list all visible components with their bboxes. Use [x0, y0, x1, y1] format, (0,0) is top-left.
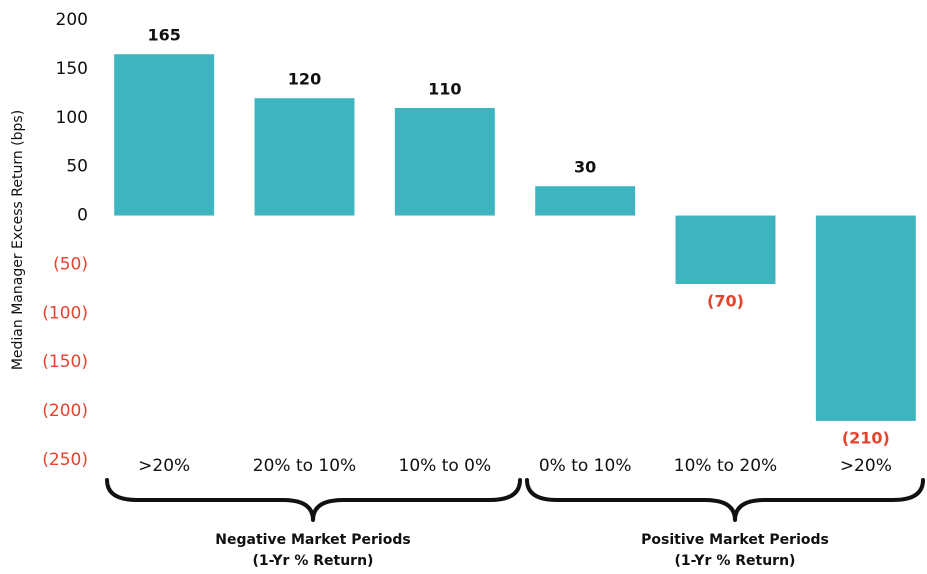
group-sublabel: (1-Yr % Return)	[253, 553, 374, 569]
y-tick-label: (50)	[53, 254, 88, 274]
x-tick-label: 10% to 0%	[399, 456, 492, 476]
value-label: 120	[288, 70, 321, 89]
bar	[535, 186, 636, 216]
x-tick-label: 20% to 10%	[253, 456, 356, 476]
value-label: (210)	[842, 428, 890, 447]
value-label: 110	[428, 80, 461, 99]
y-tick-label: (100)	[42, 303, 88, 323]
bar	[394, 108, 495, 216]
y-tick-label: (200)	[42, 401, 88, 421]
y-tick-label: (250)	[42, 450, 88, 470]
x-tick-label: >20%	[840, 456, 892, 476]
value-label: 30	[574, 158, 596, 177]
bar	[815, 215, 916, 421]
y-tick-label: 200	[56, 10, 88, 30]
value-label: (70)	[707, 292, 744, 311]
x-tick-label: 10% to 20%	[674, 456, 777, 476]
group-label: Positive Market Periods	[641, 532, 829, 548]
y-axis-label: Median Manager Excess Return (bps)	[10, 110, 26, 370]
bar	[114, 54, 215, 216]
y-tick-label: 100	[56, 108, 88, 128]
group-label: Negative Market Periods	[215, 532, 410, 548]
bar	[675, 215, 776, 284]
x-tick-label: 0% to 10%	[539, 456, 632, 476]
y-tick-label: (150)	[42, 352, 88, 372]
y-tick-label: 150	[56, 59, 88, 79]
y-tick-label: 0	[77, 206, 88, 226]
bar	[254, 98, 355, 216]
group-brace	[105, 478, 522, 522]
value-label: 165	[147, 26, 180, 45]
group-sublabel: (1-Yr % Return)	[675, 553, 796, 569]
y-tick-label: 50	[66, 157, 88, 177]
group-brace	[525, 478, 925, 522]
x-tick-label: >20%	[138, 456, 190, 476]
